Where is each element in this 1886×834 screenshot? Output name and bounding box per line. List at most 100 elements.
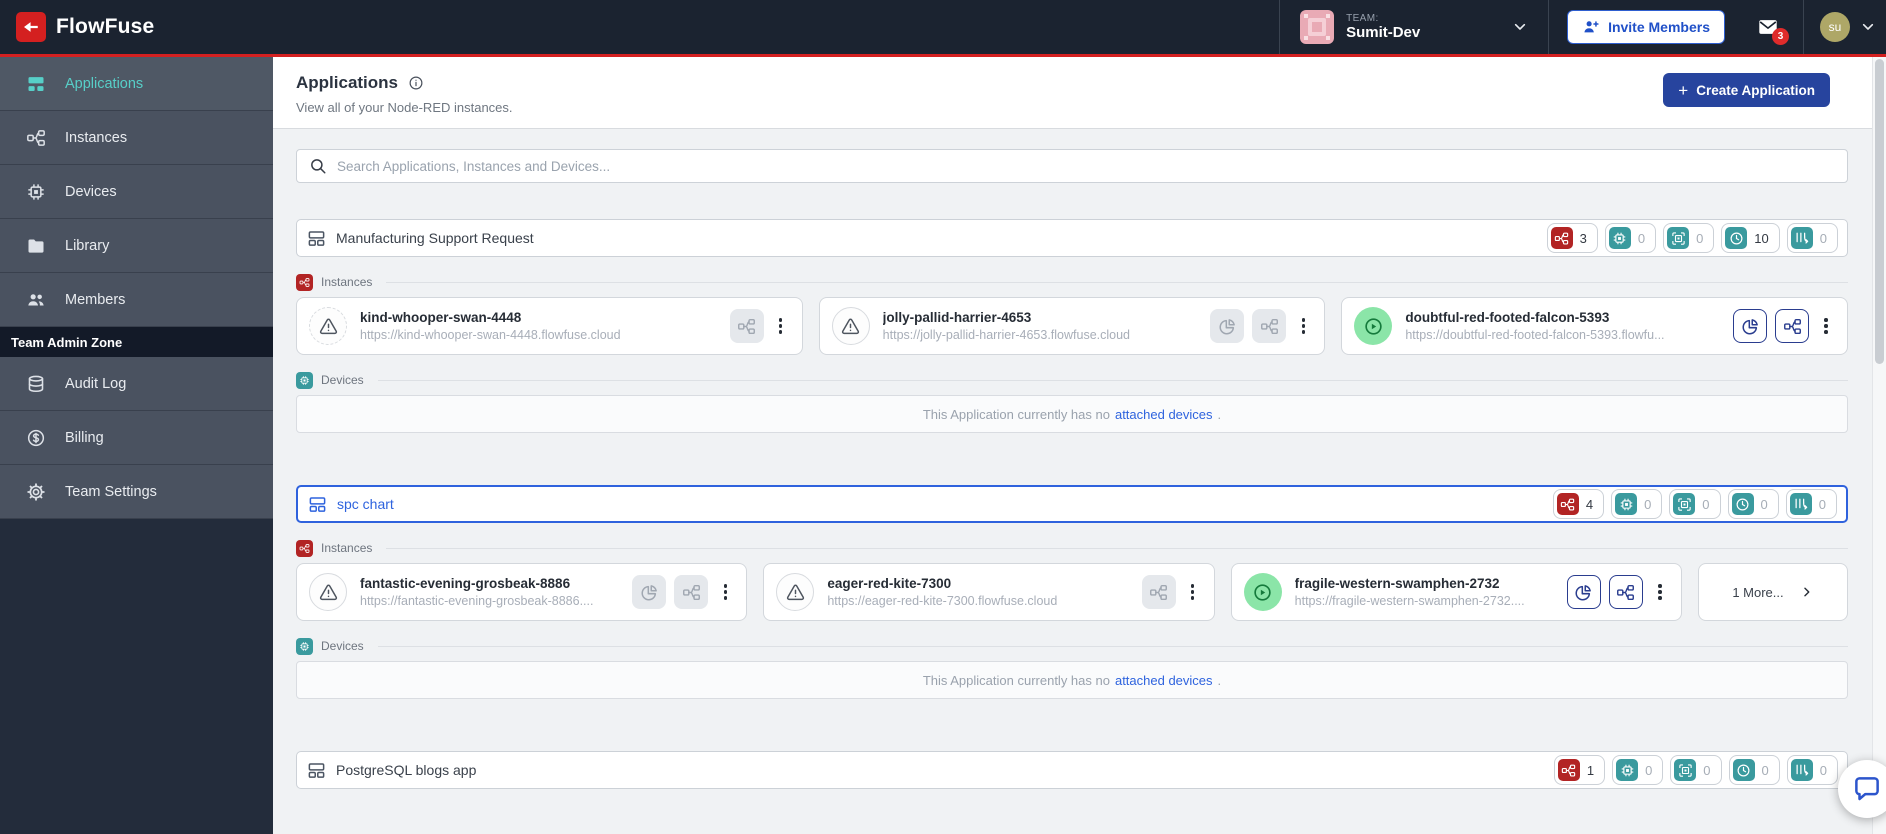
team-selector[interactable]: TEAM: Sumit-Dev: [1280, 0, 1548, 54]
application-icon: [307, 761, 326, 780]
status-icon-running: [1243, 573, 1282, 611]
sidebar-item-label: Applications: [65, 75, 144, 92]
instances-icon: [1550, 227, 1573, 249]
devices-count-badge: 0: [1611, 489, 1663, 519]
instances-icon: [26, 128, 46, 148]
clock-icon: [1732, 759, 1755, 781]
flowfuse-logo-icon: [16, 12, 46, 42]
instance-tile[interactable]: fragile-western-swamphen-2732 https://fr…: [1230, 563, 1682, 621]
chat-widget-button[interactable]: [1838, 760, 1886, 818]
sidebar-item-label: Billing: [65, 429, 104, 446]
application-name: PostgreSQL blogs app: [336, 762, 477, 778]
applications-icon: [26, 74, 46, 94]
sidebar-item-members[interactable]: Members: [0, 273, 273, 327]
instance-menu-button[interactable]: [1184, 575, 1202, 609]
application-badges: 1 0 0 0 0: [1553, 755, 1838, 785]
sidebar-item-label: Members: [65, 291, 126, 308]
scrollbar-thumb[interactable]: [1875, 59, 1884, 364]
instance-name: fragile-western-swamphen-2732: [1294, 576, 1500, 591]
gear-icon: [26, 482, 46, 502]
instance-menu-button[interactable]: [716, 575, 734, 609]
sidebar-item-billing[interactable]: Billing: [0, 411, 273, 465]
application-card: Manufacturing Support Request 3 0 0 10 0…: [296, 219, 1849, 433]
instances-icon: [296, 539, 313, 557]
page-header: Applications View all of your Node-RED i…: [273, 57, 1886, 129]
sidebar-item-label: Audit Log: [65, 375, 127, 392]
instance-tile[interactable]: fantastic-evening-grosbeak-8886 https://…: [296, 563, 748, 621]
pipelines-count-badge: 0: [1786, 755, 1838, 785]
attached-devices-link[interactable]: attached devices: [1114, 406, 1213, 422]
brand-name: FlowFuse: [56, 15, 155, 38]
sidebar-item-instances[interactable]: Instances: [0, 111, 273, 165]
home-link[interactable]: FlowFuse: [0, 0, 170, 54]
application-name: spc chart: [337, 496, 394, 512]
sidebar-item-team-settings[interactable]: Team Settings: [0, 465, 273, 519]
sidebar-filler: [0, 519, 273, 834]
user-menu[interactable]: su: [1804, 0, 1886, 54]
clock-icon: [1725, 227, 1748, 249]
open-editor-button[interactable]: [729, 309, 764, 343]
notifications-button[interactable]: 3: [1755, 16, 1789, 45]
application-header[interactable]: PostgreSQL blogs app 1 0 0 0 0: [296, 751, 1848, 789]
instance-name: kind-whooper-swan-4448: [360, 310, 522, 325]
open-dashboard-button[interactable]: [1210, 309, 1245, 343]
users-icon: [26, 290, 46, 310]
invite-members-button[interactable]: Invite Members: [1567, 10, 1725, 44]
sidebar-item-label: Team Settings: [65, 483, 157, 500]
page-title: Applications: [296, 73, 399, 92]
snapshots-count-badge: 0: [1727, 489, 1779, 519]
database-icon: [26, 374, 46, 394]
open-dashboard-button[interactable]: [1566, 575, 1601, 609]
create-application-label: Create Application: [1696, 82, 1815, 98]
chevron-down-icon: [1512, 19, 1528, 35]
search-input[interactable]: [337, 158, 1835, 174]
sidebar-item-library[interactable]: Library: [0, 219, 273, 273]
team-avatar: [1300, 10, 1335, 44]
notification-count-badge: 3: [1772, 28, 1789, 45]
device-groups-count-badge: 0: [1670, 755, 1722, 785]
scrollbar-track[interactable]: [1872, 57, 1886, 834]
instances-section-label: Instances: [296, 539, 1848, 557]
open-editor-button[interactable]: [1608, 575, 1643, 609]
topbar-right: TEAM: Sumit-Dev Invite Members 3 su: [1279, 0, 1886, 54]
instance-tile[interactable]: jolly-pallid-harrier-4653 https://jolly-…: [818, 297, 1326, 355]
chip-icon: [296, 637, 313, 655]
sidebar-item-applications[interactable]: Applications: [0, 57, 273, 111]
sidebar-item-audit-log[interactable]: Audit Log: [0, 357, 273, 411]
page-subtitle: View all of your Node-RED instances.: [296, 100, 513, 115]
instance-tile[interactable]: eager-red-kite-7300 https://eager-red-ki…: [763, 563, 1215, 621]
instances-icon: [1557, 759, 1580, 781]
open-editor-button[interactable]: [1775, 309, 1810, 343]
open-dashboard-button[interactable]: [1733, 309, 1768, 343]
open-editor-button[interactable]: [674, 575, 709, 609]
application-badges: 3 0 0 10 0: [1546, 223, 1838, 253]
info-icon[interactable]: [408, 75, 424, 91]
attached-devices-link[interactable]: attached devices: [1114, 672, 1213, 688]
sidebar-item-devices[interactable]: Devices: [0, 165, 273, 219]
device-group-icon: [1667, 227, 1690, 249]
status-icon-suspended: [309, 573, 347, 611]
instance-menu-button[interactable]: [1651, 575, 1669, 609]
search-icon: [309, 157, 327, 175]
team-name: Sumit-Dev: [1346, 24, 1421, 42]
pipelines-count-badge: 0: [1786, 223, 1838, 253]
chevron-down-icon: [1860, 19, 1876, 35]
sidebar-item-label: Instances: [65, 129, 128, 146]
instance-tile[interactable]: doubtful-red-footed-falcon-5393 https://…: [1341, 297, 1849, 355]
open-dashboard-button[interactable]: [632, 575, 667, 609]
open-editor-button[interactable]: [1141, 575, 1176, 609]
instance-menu-button[interactable]: [772, 309, 790, 343]
instance-menu-button[interactable]: [1294, 309, 1312, 343]
create-application-button[interactable]: Create Application: [1663, 73, 1830, 107]
instance-tile[interactable]: kind-whooper-swan-4448 https://kind-whoo…: [296, 297, 803, 355]
application-header[interactable]: spc chart 4 0 0 0 0: [296, 485, 1848, 523]
more-instances-tile[interactable]: 1 More...: [1697, 563, 1848, 621]
sidebar-item-label: Library: [65, 237, 110, 254]
application-header[interactable]: Manufacturing Support Request 3 0 0 10 0: [296, 219, 1848, 257]
device-group-icon: [1673, 493, 1696, 515]
instances-icon: [296, 273, 313, 291]
status-icon-suspended: [776, 573, 815, 611]
instance-menu-button[interactable]: [1817, 309, 1835, 343]
open-editor-button[interactable]: [1252, 309, 1287, 343]
divider: [386, 547, 1848, 549]
